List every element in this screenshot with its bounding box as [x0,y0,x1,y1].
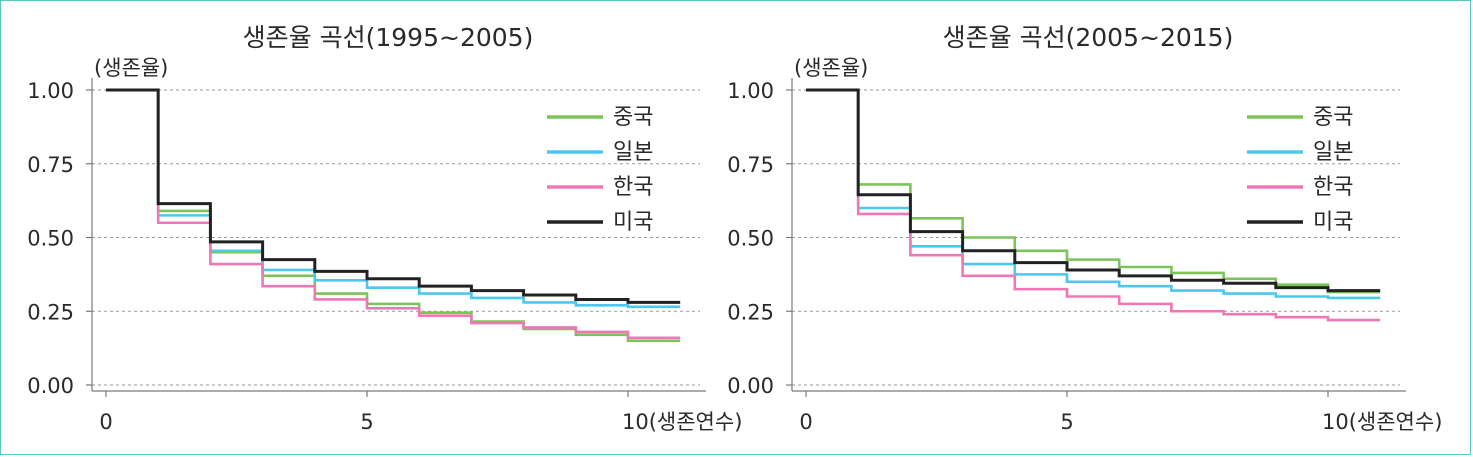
y-axis-label: (생존율) [94,56,168,80]
x-tick-label: 5 [360,410,373,434]
y-tick-label: 1.00 [27,79,74,103]
x-tick-label: 0 [799,410,812,434]
chart-title: 생존율 곡선(2005~2015) [943,23,1234,52]
y-tick-label: 0.75 [727,153,774,177]
y-tick-label: 0.25 [727,300,774,324]
series-line-1 [806,88,1381,294]
y-tick-label: 0.75 [27,153,74,177]
series-line-2 [106,88,681,309]
legend-label: 한국 [613,175,653,200]
series-line-3 [806,88,1381,322]
y-tick-label: 0.50 [27,227,74,251]
x-tick-label: 10(생존연수) [1322,410,1442,434]
x-tick-label: 0 [99,410,112,434]
y-axis-label: (생존율) [794,56,868,80]
x-tick-label: 10(생존연수) [622,410,742,434]
legend-label: 중국 [613,105,653,130]
chart-panel-2005-2015: 생존율 곡선(2005~2015) (생존율) 0.00 0.25 0.50 0.75… [727,23,1442,434]
y-tick-label: 0.50 [727,227,774,251]
y-tick-label: 0.00 [27,374,74,398]
legend-label: 중국 [1313,105,1353,130]
y-tick-label: 1.00 [727,79,774,103]
legend-label: 한국 [1313,175,1353,200]
y-tick-label: 0.25 [27,300,74,324]
series-line-4 [106,88,681,304]
chart-title: 생존율 곡선(1995~2005) [243,23,534,52]
chart-panel-1995-2005: 생존율 곡선(1995~2005) (생존율) 0.00 0.25 0.50 0.75… [27,23,742,434]
y-tick-label: 0.00 [727,374,774,398]
legend-label: 일본 [613,140,653,165]
x-tick-label: 5 [1060,410,1073,434]
series-line-4 [806,88,1381,293]
legend-label: 미국 [613,210,653,235]
legend-label: 일본 [1313,140,1353,165]
legend-label: 미국 [1313,210,1353,235]
